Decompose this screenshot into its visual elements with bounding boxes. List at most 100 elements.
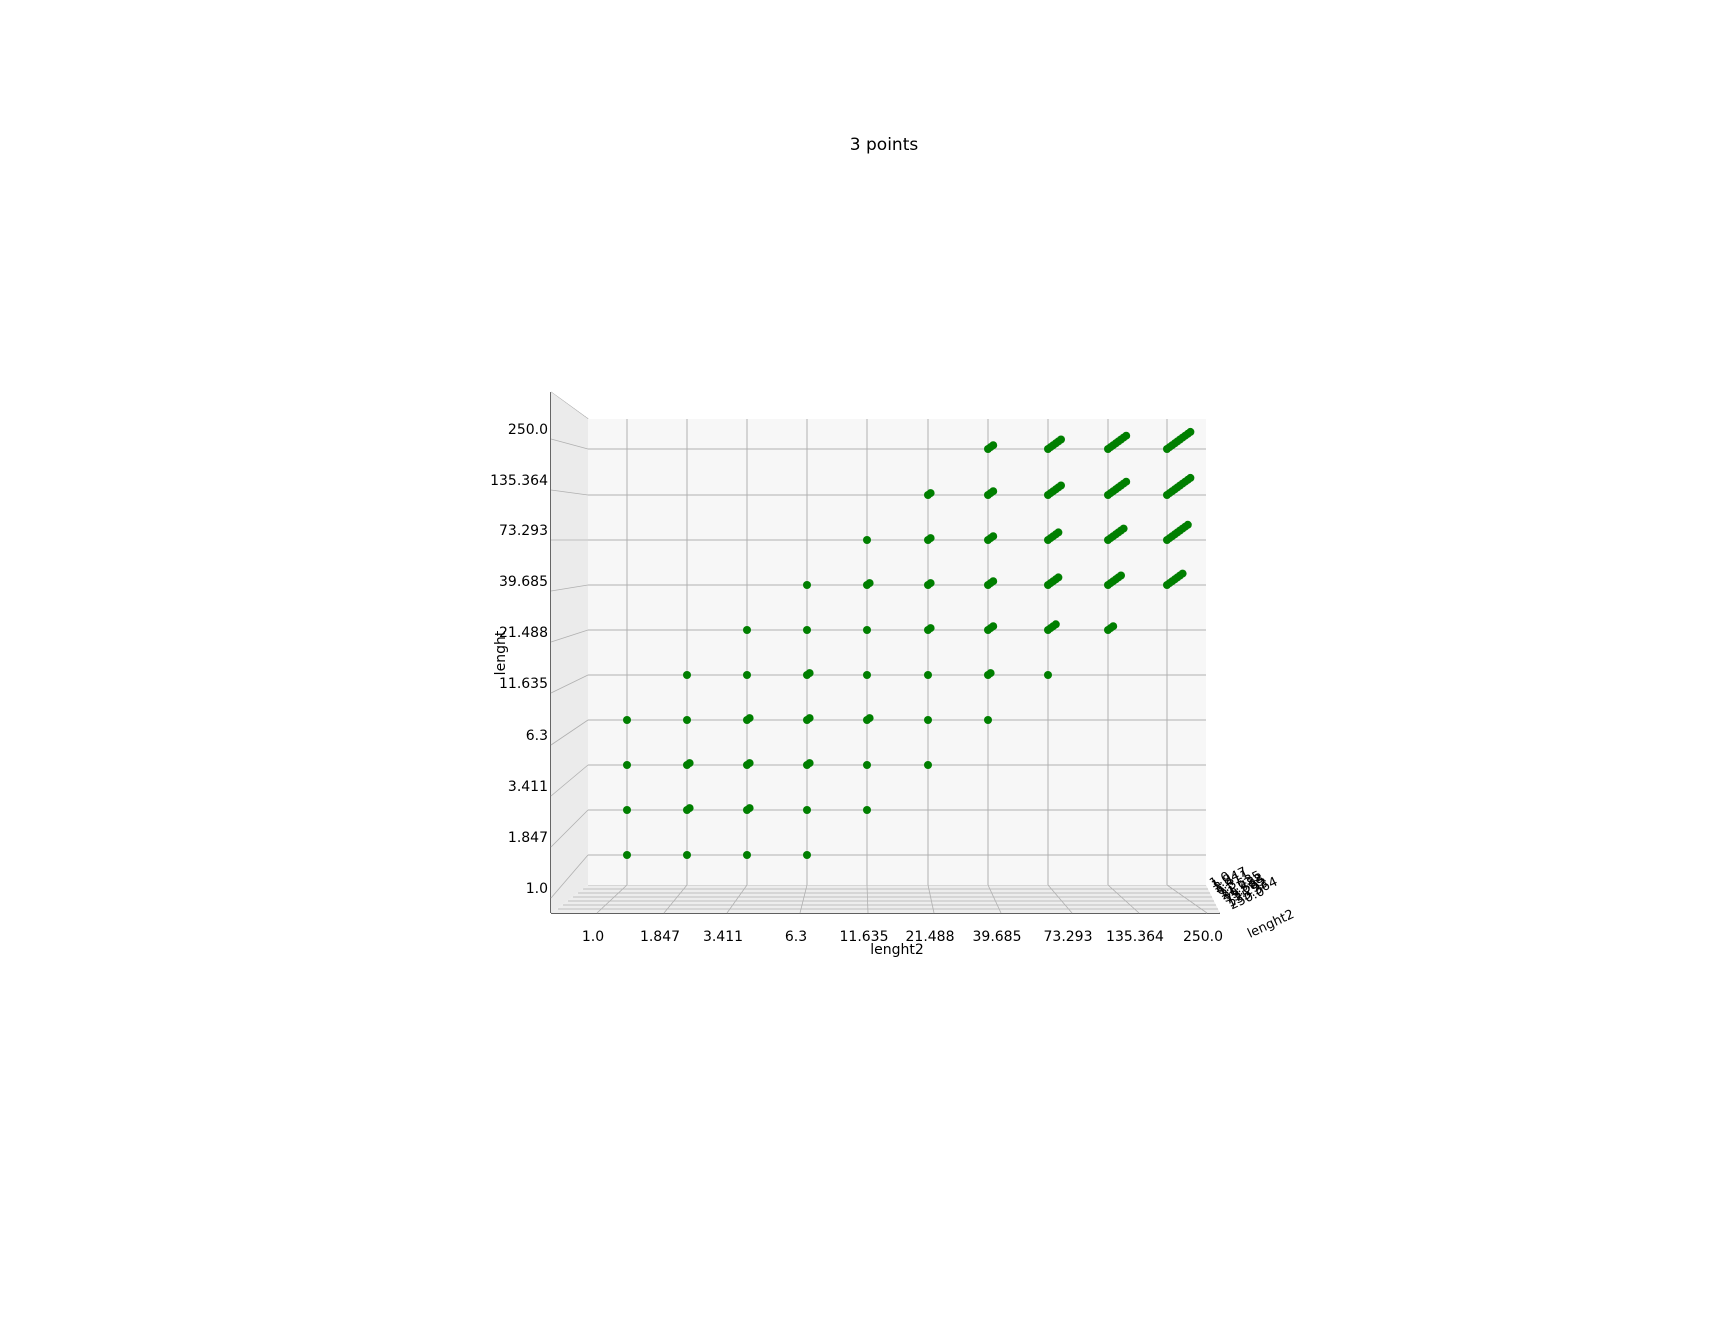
y-tick-connector: [550, 584, 589, 592]
data-point: [1057, 435, 1065, 444]
data-point: [924, 671, 932, 679]
data-point: [1186, 473, 1195, 482]
y-tick-connector: [550, 489, 589, 496]
data-point: [1054, 573, 1063, 582]
data-point: [745, 804, 754, 813]
data-point: [805, 714, 814, 723]
x-tick-connector: [927, 884, 935, 914]
data-point: [989, 622, 998, 631]
y-tick-connector: [550, 719, 589, 746]
data-point: [743, 851, 751, 859]
data-point: [1178, 569, 1187, 578]
y-tick-label: 1.847: [508, 830, 548, 846]
x-tick-label: 73.293: [1044, 929, 1093, 945]
y-tick-connector: [550, 438, 589, 450]
data-point: [863, 536, 871, 544]
data-point: [623, 806, 631, 814]
data-point: [984, 716, 992, 724]
data-point: [803, 626, 811, 634]
data-point: [863, 761, 871, 769]
data-point: [743, 671, 751, 679]
y-tick-label: 21.488: [499, 625, 548, 641]
y-tick-connector: [550, 854, 589, 899]
data-point: [805, 759, 814, 768]
x-tick-label: 6.3: [785, 929, 807, 945]
y-tick-label: 6.3: [526, 728, 548, 744]
y-tick-connector: [550, 764, 589, 797]
y-tick-connector: [550, 629, 589, 643]
data-point: [623, 761, 631, 769]
left-pane: [551, 392, 588, 913]
data-point: [989, 577, 998, 586]
data-point: [1109, 622, 1118, 631]
data-point: [865, 579, 874, 588]
data-point: [924, 761, 932, 769]
x-tick-connector: [1047, 884, 1073, 914]
data-point: [683, 671, 691, 679]
data-point: [805, 669, 814, 678]
data-point: [1044, 671, 1052, 679]
x-tick-connector: [987, 884, 1002, 914]
data-point: [926, 624, 935, 633]
data-point: [989, 532, 998, 541]
y-tick-label: 73.293: [499, 523, 548, 539]
y-tick-label: 39.685: [499, 574, 548, 590]
x-tick-label: 11.635: [840, 929, 889, 945]
y-axis-label: lenght: [493, 630, 509, 675]
depth-axis-label: lenght2: [1245, 907, 1296, 942]
y-tick-label: 3.411: [508, 779, 548, 795]
data-point: [1054, 528, 1063, 537]
y-tick-label: 1.0: [526, 881, 548, 897]
y-tick-label: 135.364: [490, 473, 548, 489]
data-point: [863, 806, 871, 814]
x-tick-connector: [663, 884, 688, 914]
y-tick-connector: [550, 809, 589, 848]
floor-pane: [551, 885, 1220, 913]
x-tick-connector: [866, 884, 869, 914]
x-tick-label: 1.847: [640, 929, 680, 945]
data-point: [1186, 427, 1195, 436]
x-tick-label: 135.364: [1106, 929, 1164, 945]
data-point: [989, 487, 998, 496]
data-point: [1122, 431, 1131, 440]
x-axis-label: lenght2: [870, 942, 924, 958]
data-point: [924, 716, 932, 724]
data-point: [926, 579, 935, 588]
data-point: [1119, 524, 1128, 533]
data-point: [623, 716, 631, 724]
x-tick-connector: [726, 884, 748, 914]
data-point: [863, 671, 871, 679]
data-point: [865, 714, 874, 723]
data-point: [683, 851, 691, 859]
x-tick-connector: [1166, 884, 1208, 914]
data-point: [803, 581, 811, 589]
x-tick-label: 1.0: [582, 929, 604, 945]
data-point: [986, 669, 995, 678]
chart-title: 3 points: [850, 135, 919, 155]
data-point: [685, 759, 694, 768]
y-tick-label: 250.0: [508, 422, 548, 438]
x-tick-label: 3.411: [703, 929, 743, 945]
x-tick-connector: [799, 884, 808, 914]
x-tick-connector: [596, 884, 628, 914]
x-tick-connector: [1107, 884, 1140, 914]
data-point: [926, 489, 935, 498]
data-point: [803, 806, 811, 814]
y-tick-label: 11.635: [499, 676, 548, 692]
data-point: [1051, 620, 1060, 629]
data-point: [623, 851, 631, 859]
data-point: [745, 714, 754, 723]
data-point: [1117, 571, 1125, 580]
data-point: [683, 716, 691, 724]
data-point: [1183, 520, 1192, 529]
data-point: [685, 804, 694, 813]
data-point: [743, 626, 751, 634]
data-point: [803, 851, 811, 859]
x-tick-label: 21.488: [906, 929, 955, 945]
data-point: [1057, 481, 1065, 490]
y-tick-connector: [550, 674, 589, 694]
data-point: [989, 441, 998, 450]
data-point: [863, 626, 871, 634]
